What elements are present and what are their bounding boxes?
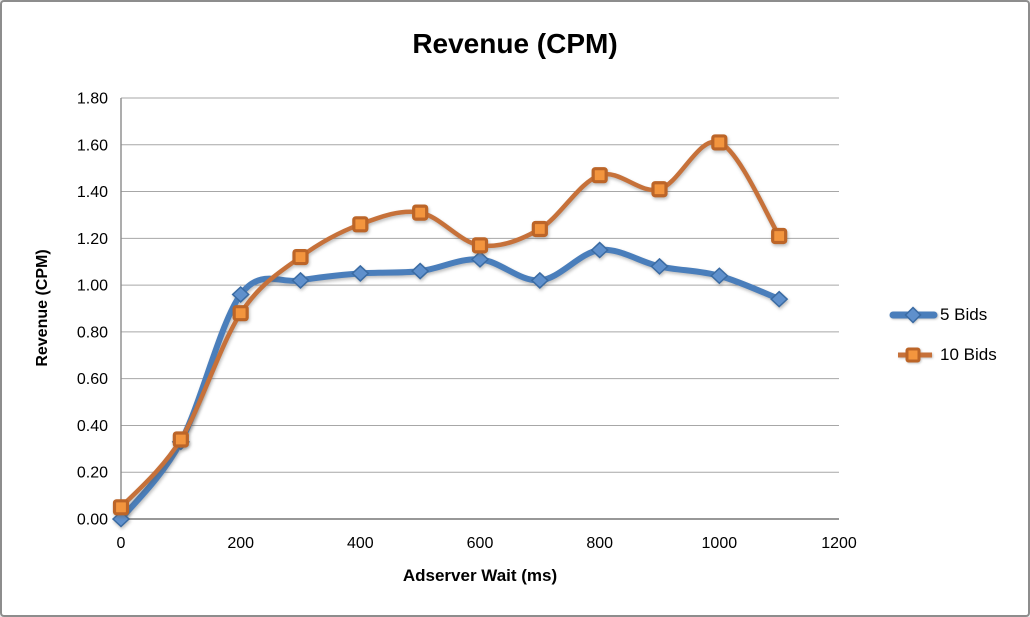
diamond-marker — [770, 290, 789, 308]
chart-title: Revenue (CPM) — [412, 28, 618, 59]
square-marker — [531, 220, 548, 238]
square-marker — [651, 181, 668, 198]
x-tick-label: 1000 — [702, 535, 738, 552]
y-tick-label: 1.60 — [77, 137, 108, 154]
legend-label-5-bids: 5 Bids — [940, 305, 988, 324]
y-tick-label: 0.20 — [77, 465, 108, 482]
x-tick-label: 800 — [586, 535, 613, 552]
diamond-marker — [351, 264, 370, 282]
line-square-swatch-icon — [898, 347, 932, 363]
y-tick-label: 0.60 — [77, 371, 108, 388]
y-tick-label: 1.80 — [77, 91, 108, 108]
square-marker — [711, 134, 728, 151]
diamond-marker — [650, 257, 669, 275]
diamond-marker — [590, 241, 609, 259]
legend-item-5-bids: 5 Bids — [888, 304, 997, 326]
series-5-bids — [111, 241, 789, 528]
y-tick-label: 0.40 — [77, 418, 108, 435]
diamond-marker — [470, 250, 490, 268]
diamond-marker — [411, 262, 430, 280]
square-marker — [112, 499, 130, 516]
square-marker — [232, 305, 249, 322]
legend: 5 Bids 10 Bids — [888, 304, 997, 366]
legend-item-10-bids: 10 Bids — [888, 344, 997, 366]
y-tick-label: 0.00 — [77, 512, 108, 529]
y-tick-label: 1.20 — [77, 231, 108, 248]
y-tick-label: 1.40 — [77, 184, 108, 201]
line-diamond-swatch-icon — [889, 306, 938, 324]
x-tick-label: 400 — [347, 535, 374, 552]
square-marker — [352, 216, 369, 233]
diamond-marker — [231, 285, 250, 303]
square-marker — [591, 167, 608, 184]
legend-label-10-bids: 10 Bids — [940, 345, 997, 364]
square-marker — [172, 431, 189, 448]
y-tick-label: 0.80 — [77, 324, 108, 341]
series-10-bids — [112, 134, 788, 516]
x-tick-label: 0 — [117, 535, 126, 552]
square-marker — [471, 237, 489, 254]
diamond-marker — [530, 271, 549, 289]
x-tick-label: 200 — [227, 535, 254, 552]
square-marker — [412, 204, 429, 221]
square-marker — [292, 248, 309, 266]
y-tick-label: 1.00 — [77, 278, 108, 295]
x-axis-title: Adserver Wait (ms) — [402, 566, 558, 585]
square-marker — [771, 227, 788, 245]
x-tick-label: 600 — [467, 535, 494, 552]
diamond-marker — [710, 267, 729, 285]
x-tick-label: 1200 — [821, 535, 857, 552]
diamond-marker — [291, 271, 310, 289]
